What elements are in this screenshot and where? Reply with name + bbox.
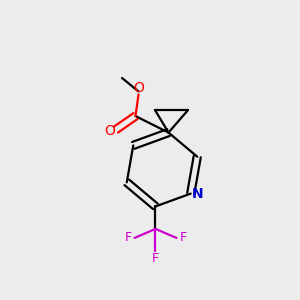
Text: N: N	[191, 187, 203, 201]
Text: F: F	[152, 252, 159, 266]
Text: F: F	[179, 231, 187, 244]
Text: O: O	[133, 81, 144, 95]
Text: F: F	[124, 231, 131, 244]
Text: O: O	[104, 124, 115, 138]
